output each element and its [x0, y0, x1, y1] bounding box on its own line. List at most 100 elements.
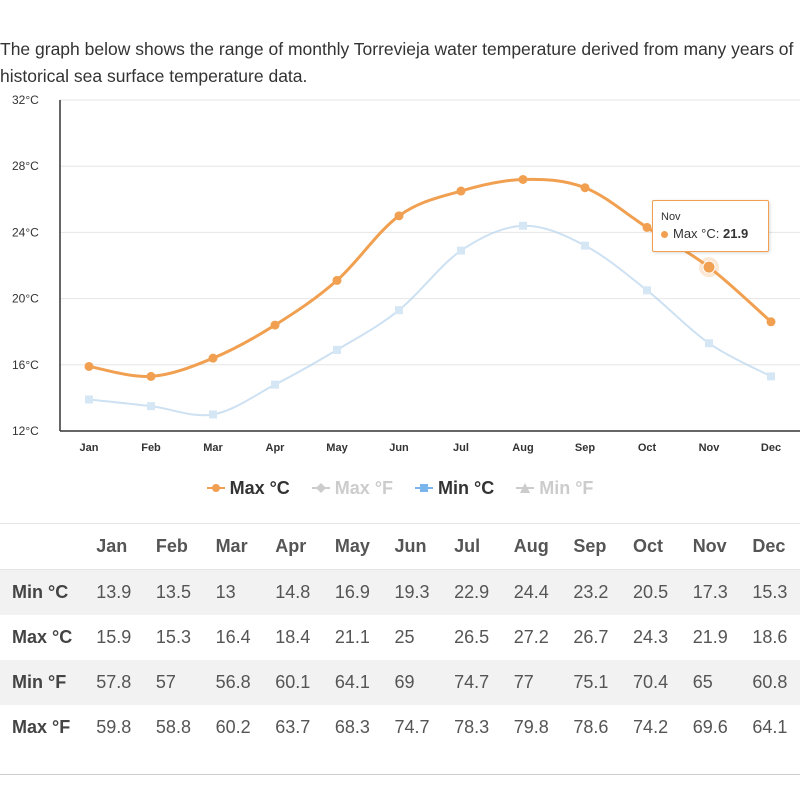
table-cell: 70.4 [633, 672, 669, 692]
x-tick-label: Feb [141, 442, 161, 454]
x-tick-label: Sep [575, 442, 595, 454]
x-tick-label: Apr [266, 442, 286, 454]
table-cell: 69.6 [692, 717, 728, 737]
legend-item[interactable]: Max °C [206, 476, 290, 500]
table-header-month: May [334, 523, 395, 570]
tooltip-series-label: Max °C: [673, 226, 723, 241]
table-cell: 15.3 [752, 582, 788, 602]
table-cell: 18.6 [752, 627, 788, 647]
data-point-min-c [333, 345, 341, 354]
row-label: Max °F [12, 717, 71, 737]
table-cell: 77 [513, 672, 534, 692]
table-cell: 60.8 [752, 672, 788, 692]
table-row: Max °C 15.9 15.3 16.4 18.4 21.1 25 26.5 27.2 26.7… [0, 615, 800, 660]
data-point-max-c [580, 183, 590, 193]
legend-square-icon [415, 484, 434, 492]
table-cell: 21.9 [692, 627, 728, 647]
table-header-month: Apr [275, 523, 335, 570]
table-cell: 26.7 [573, 627, 609, 647]
table-row: Min °F 57.8 57 56.8 60.1 64.1 69 74.7 77 75.1 70.4… [0, 660, 800, 705]
data-point-min-c [209, 410, 217, 419]
row-label: Max °C [12, 627, 73, 647]
tooltip-value: 21.9 [722, 226, 749, 241]
x-tick-label: Aug [512, 442, 533, 454]
data-point-max-c [518, 174, 528, 184]
table-cell: 16.4 [215, 627, 251, 647]
legend-triangle-icon [516, 483, 535, 493]
data-point-min-c [85, 395, 93, 404]
table-cell: 79.8 [513, 717, 549, 737]
x-tick-label: May [326, 442, 348, 454]
y-tick-label: 32°C [12, 93, 39, 107]
chart-tooltip: Nov Max °C: 21.9 [652, 200, 769, 252]
y-tick-label: 20°C [12, 292, 39, 306]
table-cell: 23.2 [573, 582, 609, 602]
table-cell: 68.3 [334, 717, 370, 737]
y-tick-label: 28°C [12, 159, 39, 173]
x-tick-label: Mar [203, 442, 223, 454]
table-cell: 24.3 [633, 627, 669, 647]
table-cell: 21.1 [334, 627, 370, 647]
tooltip-value-line: Max °C: 21.9 [661, 226, 748, 241]
legend-diamond-icon [311, 483, 330, 493]
data-point-max-c-highlight [702, 260, 716, 274]
table-body: Min °C 13.9 13.5 13 14.8 16.9 19.3 22.9 24.4 23.2… [0, 569, 800, 751]
table-cell: 78.3 [454, 717, 490, 737]
y-tick-label: 12°C [12, 424, 39, 438]
table-cell: 65 [692, 672, 713, 692]
data-point-min-c [643, 286, 651, 295]
legend-label: Min °C [438, 477, 495, 498]
table-cell: 64.1 [752, 717, 788, 737]
data-point-max-c [642, 222, 652, 232]
table-cell: 74.7 [454, 672, 490, 692]
data-point-min-c [395, 306, 403, 315]
data-point-max-c [270, 320, 280, 330]
data-point-max-c [208, 353, 218, 363]
series-line-min-c [88, 224, 772, 417]
table-cell: 74.7 [394, 717, 430, 737]
table-cell: 22.9 [454, 582, 490, 602]
row-label: Min °C [12, 582, 69, 602]
table-header-month: Jul [454, 523, 514, 570]
table-cell: 16.9 [334, 582, 370, 602]
x-tick-label: Jun [389, 442, 409, 454]
divider [0, 774, 800, 775]
table-header-month: Jun [394, 523, 455, 570]
table-cell: 27.2 [513, 627, 549, 647]
table-cell: 26.5 [454, 627, 490, 647]
table-cell: 14.8 [275, 582, 311, 602]
data-point-min-c [519, 221, 527, 230]
data-point-min-c [457, 246, 465, 255]
table-cell: 78.6 [573, 717, 609, 737]
table-cell: 59.8 [96, 717, 132, 737]
temperature-table-container: Jan Feb Mar Apr May Jun Jul Aug Sep Oct Nov Dec Min… [0, 523, 800, 750]
data-point-max-c [456, 186, 466, 196]
data-point-max-c [766, 317, 776, 327]
table-cell: 24.4 [513, 582, 549, 602]
x-tick-label: Jul [453, 442, 469, 454]
data-point-min-c [705, 339, 713, 348]
tooltip-category: Nov [661, 211, 681, 223]
table-cell: 17.3 [692, 582, 728, 602]
table-cell: 20.5 [633, 582, 669, 602]
data-point-min-c [271, 380, 279, 389]
table-cell: 60.1 [275, 672, 311, 692]
table-cell: 63.7 [275, 717, 311, 737]
data-point-max-c [146, 371, 156, 381]
y-tick-label: 24°C [12, 225, 39, 239]
tooltip-marker-icon [661, 231, 668, 239]
table-cell: 13.9 [96, 582, 132, 602]
table-cell: 58.8 [155, 717, 191, 737]
chart-legend: Max °C Max °F Min °C Min °F [0, 476, 800, 500]
table-cell: 15.3 [155, 627, 191, 647]
data-point-min-c [581, 241, 589, 250]
table-cell: 60.2 [215, 717, 251, 737]
legend-item[interactable]: Min °F [516, 476, 593, 500]
legend-item[interactable]: Min °C [415, 476, 494, 500]
data-point-max-c [332, 275, 342, 285]
row-label: Min °F [12, 672, 67, 692]
x-tick-label: Jan [80, 442, 99, 454]
table-cell: 18.4 [275, 627, 311, 647]
data-point-min-c [767, 372, 775, 381]
legend-item[interactable]: Max °F [311, 476, 393, 500]
